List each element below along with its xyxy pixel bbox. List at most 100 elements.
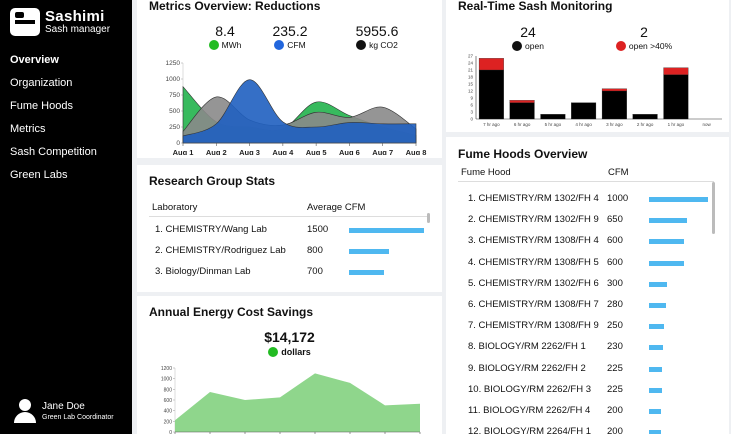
row-name: 5. CHEMISTRY/RM 1302/FH 6 xyxy=(468,277,599,289)
row-name: 3. Biology/Dinman Lab xyxy=(155,266,251,277)
cfm-bar xyxy=(649,239,685,245)
kpi-cfm-value: 235.2 xyxy=(272,23,308,39)
table-row[interactable]: 4. CHEMISTRY/RM 1308/FH 5 600 xyxy=(468,256,712,277)
x-tick-label: 2 hr ago xyxy=(637,122,654,127)
nav-item-fume-hoods[interactable]: Fume Hoods xyxy=(10,100,73,112)
kpi-co2-value: 5955.6 xyxy=(355,23,399,39)
nav-item-green-labs[interactable]: Green Labs xyxy=(10,169,68,181)
x-tick-label: Aug 4 xyxy=(272,148,294,155)
nav-item-metrics[interactable]: Metrics xyxy=(10,123,46,135)
row-name: 7. CHEMISTRY/RM 1308/FH 9 xyxy=(468,320,599,332)
research-group-title: Research Group Stats xyxy=(149,174,276,188)
bar-open-40 xyxy=(601,88,627,92)
kpi-open-value: 24 xyxy=(520,24,536,40)
nav-item-sash-competition[interactable]: Sash Competition xyxy=(10,146,97,158)
table-row[interactable]: 12. BIOLOGY/RM 2264/FH 1 200 xyxy=(468,425,712,434)
user-profile[interactable]: Jane Doe Green Lab Coordinator xyxy=(14,399,114,423)
app-logo[interactable]: Sashimi Sash manager xyxy=(10,8,110,36)
row-cfm: 200 xyxy=(607,426,623,434)
row-name: 10. BIOLOGY/RM 2262/FH 3 xyxy=(468,383,592,395)
cfm-bar xyxy=(649,345,663,351)
row-cfm: 225 xyxy=(607,362,623,374)
table-row[interactable]: 1. CHEMISTRY/Wang Lab 1500 xyxy=(155,223,435,244)
row-cfm: 600 xyxy=(607,256,623,268)
cfm-bar xyxy=(649,366,663,372)
table-row[interactable]: 2. CHEMISTRY/Rodriguez Lab 800 xyxy=(155,244,435,265)
row-name: 9. BIOLOGY/RM 2262/FH 2 xyxy=(468,362,586,374)
x-tick-label: 6 hr ago xyxy=(514,122,531,127)
cfm-bar xyxy=(349,270,384,275)
kpi-cfm: 235.2 CFM xyxy=(245,23,335,51)
y-tick-label: 0 xyxy=(169,430,172,434)
x-tick-label: Aug 3 xyxy=(239,148,260,155)
kpi-open: 24 open xyxy=(483,24,573,52)
y-tick-label: 200 xyxy=(164,419,173,425)
area-series-0 xyxy=(175,373,420,432)
cfm-bar xyxy=(649,197,708,202)
table-row[interactable]: 11. BIOLOGY/RM 2262/FH 4 200 xyxy=(468,404,712,425)
row-name: 6. CHEMISTRY/RM 1308/FH 7 xyxy=(468,299,599,310)
row-cfm: 280 xyxy=(607,299,623,310)
kpi-open-40-unit: open >40% xyxy=(628,41,673,51)
x-tick-label: 7 hr ago xyxy=(483,122,500,127)
bar-open xyxy=(632,114,658,120)
y-tick-label: 6 xyxy=(470,103,473,108)
fume-hoods-scrollbar[interactable] xyxy=(712,182,715,234)
y-tick-label: 0 xyxy=(176,140,180,147)
y-tick-label: 21 xyxy=(468,68,474,73)
kpi-mwh-value: 8.4 xyxy=(215,23,235,39)
x-tick-label: Aug 2 xyxy=(206,148,227,155)
green-dot-icon xyxy=(208,40,219,50)
row-name: 2. CHEMISTRY/Rodriguez Lab xyxy=(155,245,286,256)
kpi-open-40: 2 open >40% xyxy=(599,24,689,52)
sidebar-nav: Overview Organization Fume Hoods Metrics… xyxy=(0,52,132,190)
row-cfm: 1500 xyxy=(307,224,329,235)
table-row[interactable]: 6. CHEMISTRY/RM 1308/FH 7 280 xyxy=(468,298,712,319)
kpi-mwh-unit: MWh xyxy=(221,40,242,50)
row-cfm: 230 xyxy=(607,341,623,353)
cfm-bar xyxy=(649,260,685,266)
nav-item-organization[interactable]: Organization xyxy=(10,77,73,89)
bar-open xyxy=(663,74,689,120)
cfm-bar xyxy=(649,387,663,393)
y-tick-label: 600 xyxy=(164,398,173,404)
table-row[interactable]: 5. CHEMISTRY/RM 1302/FH 6 300 xyxy=(468,277,712,298)
y-tick-label: 800 xyxy=(164,387,173,393)
row-cfm: 1000 xyxy=(607,193,629,204)
x-tick-label: 1 hr ago xyxy=(668,122,685,127)
table-row[interactable]: 3. Biology/Dinman Lab 700 xyxy=(155,265,435,286)
research-scrollbar[interactable] xyxy=(427,213,430,223)
realtime-monitoring-card: Real-Time Sash Monitoring 24 open 2 open… xyxy=(446,0,729,132)
row-cfm: 650 xyxy=(607,214,623,226)
table-row[interactable]: 2. CHEMISTRY/RM 1302/FH 9 650 xyxy=(468,213,712,234)
savings-amount: $14,172 xyxy=(264,329,315,345)
table-row[interactable]: 9. BIOLOGY/RM 2262/FH 2 225 xyxy=(468,362,712,383)
x-tick-label: Aug 1 xyxy=(173,148,194,155)
x-tick-label: Aug 5 xyxy=(306,148,327,155)
row-name: 12. BIOLOGY/RM 2264/FH 1 xyxy=(468,426,592,434)
x-tick-label: 3 hr ago xyxy=(606,122,623,127)
row-name: 1. CHEMISTRY/Wang Lab xyxy=(155,224,267,235)
y-tick-label: 15 xyxy=(468,82,474,87)
y-tick-label: 1000 xyxy=(161,377,172,383)
y-tick-label: 24 xyxy=(468,61,474,66)
table-row[interactable]: 8. BIOLOGY/RM 2262/FH 1 230 xyxy=(468,340,712,361)
nav-item-overview[interactable]: Overview xyxy=(10,54,59,66)
table-row[interactable]: 3. CHEMISTRY/RM 1308/FH 4 600 xyxy=(468,234,712,255)
x-tick-label: Aug 8 xyxy=(406,148,427,155)
table-row[interactable]: 7. CHEMISTRY/RM 1308/FH 9 250 xyxy=(468,319,712,340)
y-tick-label: 1000 xyxy=(166,76,181,83)
table-row[interactable]: 10. BIOLOGY/RM 2262/FH 3 225 xyxy=(468,383,712,404)
cfm-bar xyxy=(649,281,667,287)
y-tick-label: 3 xyxy=(470,110,473,115)
bar-open xyxy=(601,90,627,120)
y-tick-label: 0 xyxy=(470,117,473,122)
black-dot-icon xyxy=(512,41,523,51)
sidebar: Sashimi Sash manager Overview Organizati… xyxy=(0,0,132,434)
sashimi-logo-icon xyxy=(10,8,40,36)
table-row[interactable]: 1. CHEMISTRY/RM 1302/FH 4 1000 xyxy=(468,192,712,213)
metrics-overview-card: Metrics Overview: Reductions 8.4 MWh 235… xyxy=(137,0,442,158)
savings-unit: dollars xyxy=(281,347,311,357)
y-tick-label: 12 xyxy=(468,89,474,94)
cfm-bar xyxy=(649,324,664,330)
